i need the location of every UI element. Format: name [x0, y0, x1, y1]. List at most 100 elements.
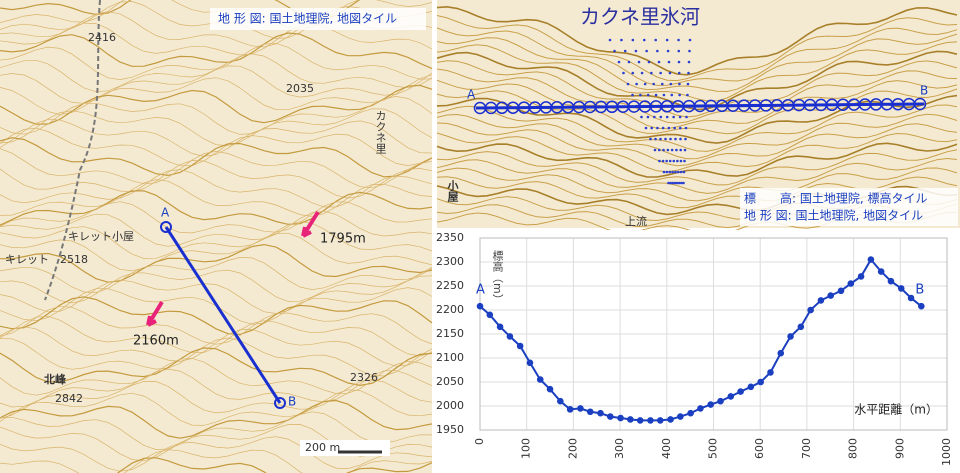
glacier-dot	[649, 137, 652, 141]
x-tick-label: 200	[566, 438, 579, 459]
map-label: 上流	[625, 214, 647, 228]
map-label: キレット小屋	[68, 230, 134, 243]
scale-label: 200 m	[305, 441, 340, 454]
credit: 地 形 図: 国土地理院, 地図タイル	[218, 12, 397, 26]
section-line	[164, 226, 282, 404]
data-point	[506, 333, 514, 340]
glacier-dot	[646, 93, 650, 97]
glacier-dot	[666, 148, 670, 152]
annotation: A	[476, 283, 485, 298]
map-label: 2035	[286, 82, 314, 95]
data-point	[857, 273, 865, 280]
map-label: 北峰	[44, 372, 67, 386]
section-line	[475, 102, 925, 110]
glacier-dot	[635, 82, 638, 86]
glacier-dot	[665, 159, 668, 163]
contour	[0, 65, 433, 104]
glacier-dot	[613, 49, 616, 53]
y-tick-label: 2150	[436, 327, 464, 340]
point-label: A	[467, 88, 476, 102]
contour	[0, 436, 433, 472]
contour	[0, 296, 433, 336]
contour	[0, 96, 433, 135]
glacier-dot	[667, 60, 671, 64]
glacier-dot	[617, 60, 621, 64]
glacier-dot	[677, 181, 681, 185]
map-label: 2416	[88, 31, 116, 44]
contour	[0, 337, 433, 377]
data-point	[636, 417, 644, 424]
data-point	[627, 416, 634, 423]
glacier-dot	[678, 115, 682, 119]
glacier-dot	[671, 170, 674, 174]
data-point	[897, 285, 905, 292]
glacier-dot	[677, 60, 681, 64]
glacier-dot	[659, 115, 663, 119]
contour	[436, 27, 958, 86]
contour	[0, 118, 433, 157]
point-marker	[160, 221, 172, 233]
glacier-dot	[684, 126, 688, 130]
arrow	[146, 300, 164, 327]
glacier-dot	[660, 82, 664, 86]
glacier-dot	[685, 115, 688, 119]
glacier-dot	[684, 137, 687, 141]
left-map: 地 形 図: 国土地理院, 地図タイル A B キレット小屋 キレット 2518…	[0, 0, 433, 473]
glacier-dot	[673, 126, 676, 130]
point-label: B	[288, 395, 296, 409]
y-tick-label: 2350	[436, 231, 464, 244]
glacier-dot	[676, 159, 679, 163]
contour	[0, 257, 433, 293]
y-tick-label: 2250	[436, 279, 464, 292]
glacier-dot	[626, 82, 630, 86]
contour	[0, 42, 433, 80]
data-point	[516, 342, 524, 350]
data-point	[807, 306, 814, 314]
data-point	[687, 409, 694, 417]
x-tick-label: 300	[613, 438, 626, 459]
x-tick-label: 400	[660, 438, 673, 459]
glacier-dot	[664, 137, 667, 141]
y-tick-label: 2300	[436, 255, 464, 268]
data-point	[586, 408, 594, 416]
glacier-dot	[627, 60, 631, 64]
data-point	[837, 287, 845, 295]
contour	[0, 148, 433, 189]
glacier-dot	[650, 126, 654, 130]
contours	[0, 0, 433, 473]
contour	[0, 275, 433, 314]
glacier-dot	[669, 181, 672, 185]
arrow	[301, 210, 320, 238]
contour	[0, 266, 433, 304]
contour	[436, 104, 958, 152]
data-point	[907, 294, 915, 302]
contour	[0, 210, 433, 247]
glacier-dot	[661, 126, 665, 130]
contour	[436, 142, 958, 178]
point-label: A	[161, 206, 170, 220]
contour	[436, 68, 958, 124]
elevation-chart: 1950 2000 2050 2100 2150 2200 2250 2300 2350 0 100…	[436, 230, 960, 473]
glacier-dot	[642, 38, 646, 42]
glacier-dot	[679, 159, 683, 163]
glacier-dot	[674, 137, 677, 141]
map-label: 小屋	[446, 179, 460, 203]
glacier-dot	[653, 115, 656, 119]
map-label: カクネ里	[374, 110, 387, 154]
contour	[436, 122, 958, 167]
glacier-dot	[631, 71, 635, 75]
contour	[0, 22, 433, 56]
map-label: 2518	[60, 253, 88, 266]
contour	[0, 190, 433, 226]
contour	[436, 50, 958, 111]
point-marker	[274, 397, 286, 409]
x-tick-label: 900	[893, 438, 906, 459]
glacier-dot	[679, 148, 683, 152]
contour	[436, 149, 958, 186]
x-tick-label: 500	[707, 438, 720, 459]
glacier-dot	[657, 148, 661, 152]
contour	[0, 379, 433, 419]
data-point	[496, 323, 504, 331]
glacier-dot	[656, 126, 659, 130]
